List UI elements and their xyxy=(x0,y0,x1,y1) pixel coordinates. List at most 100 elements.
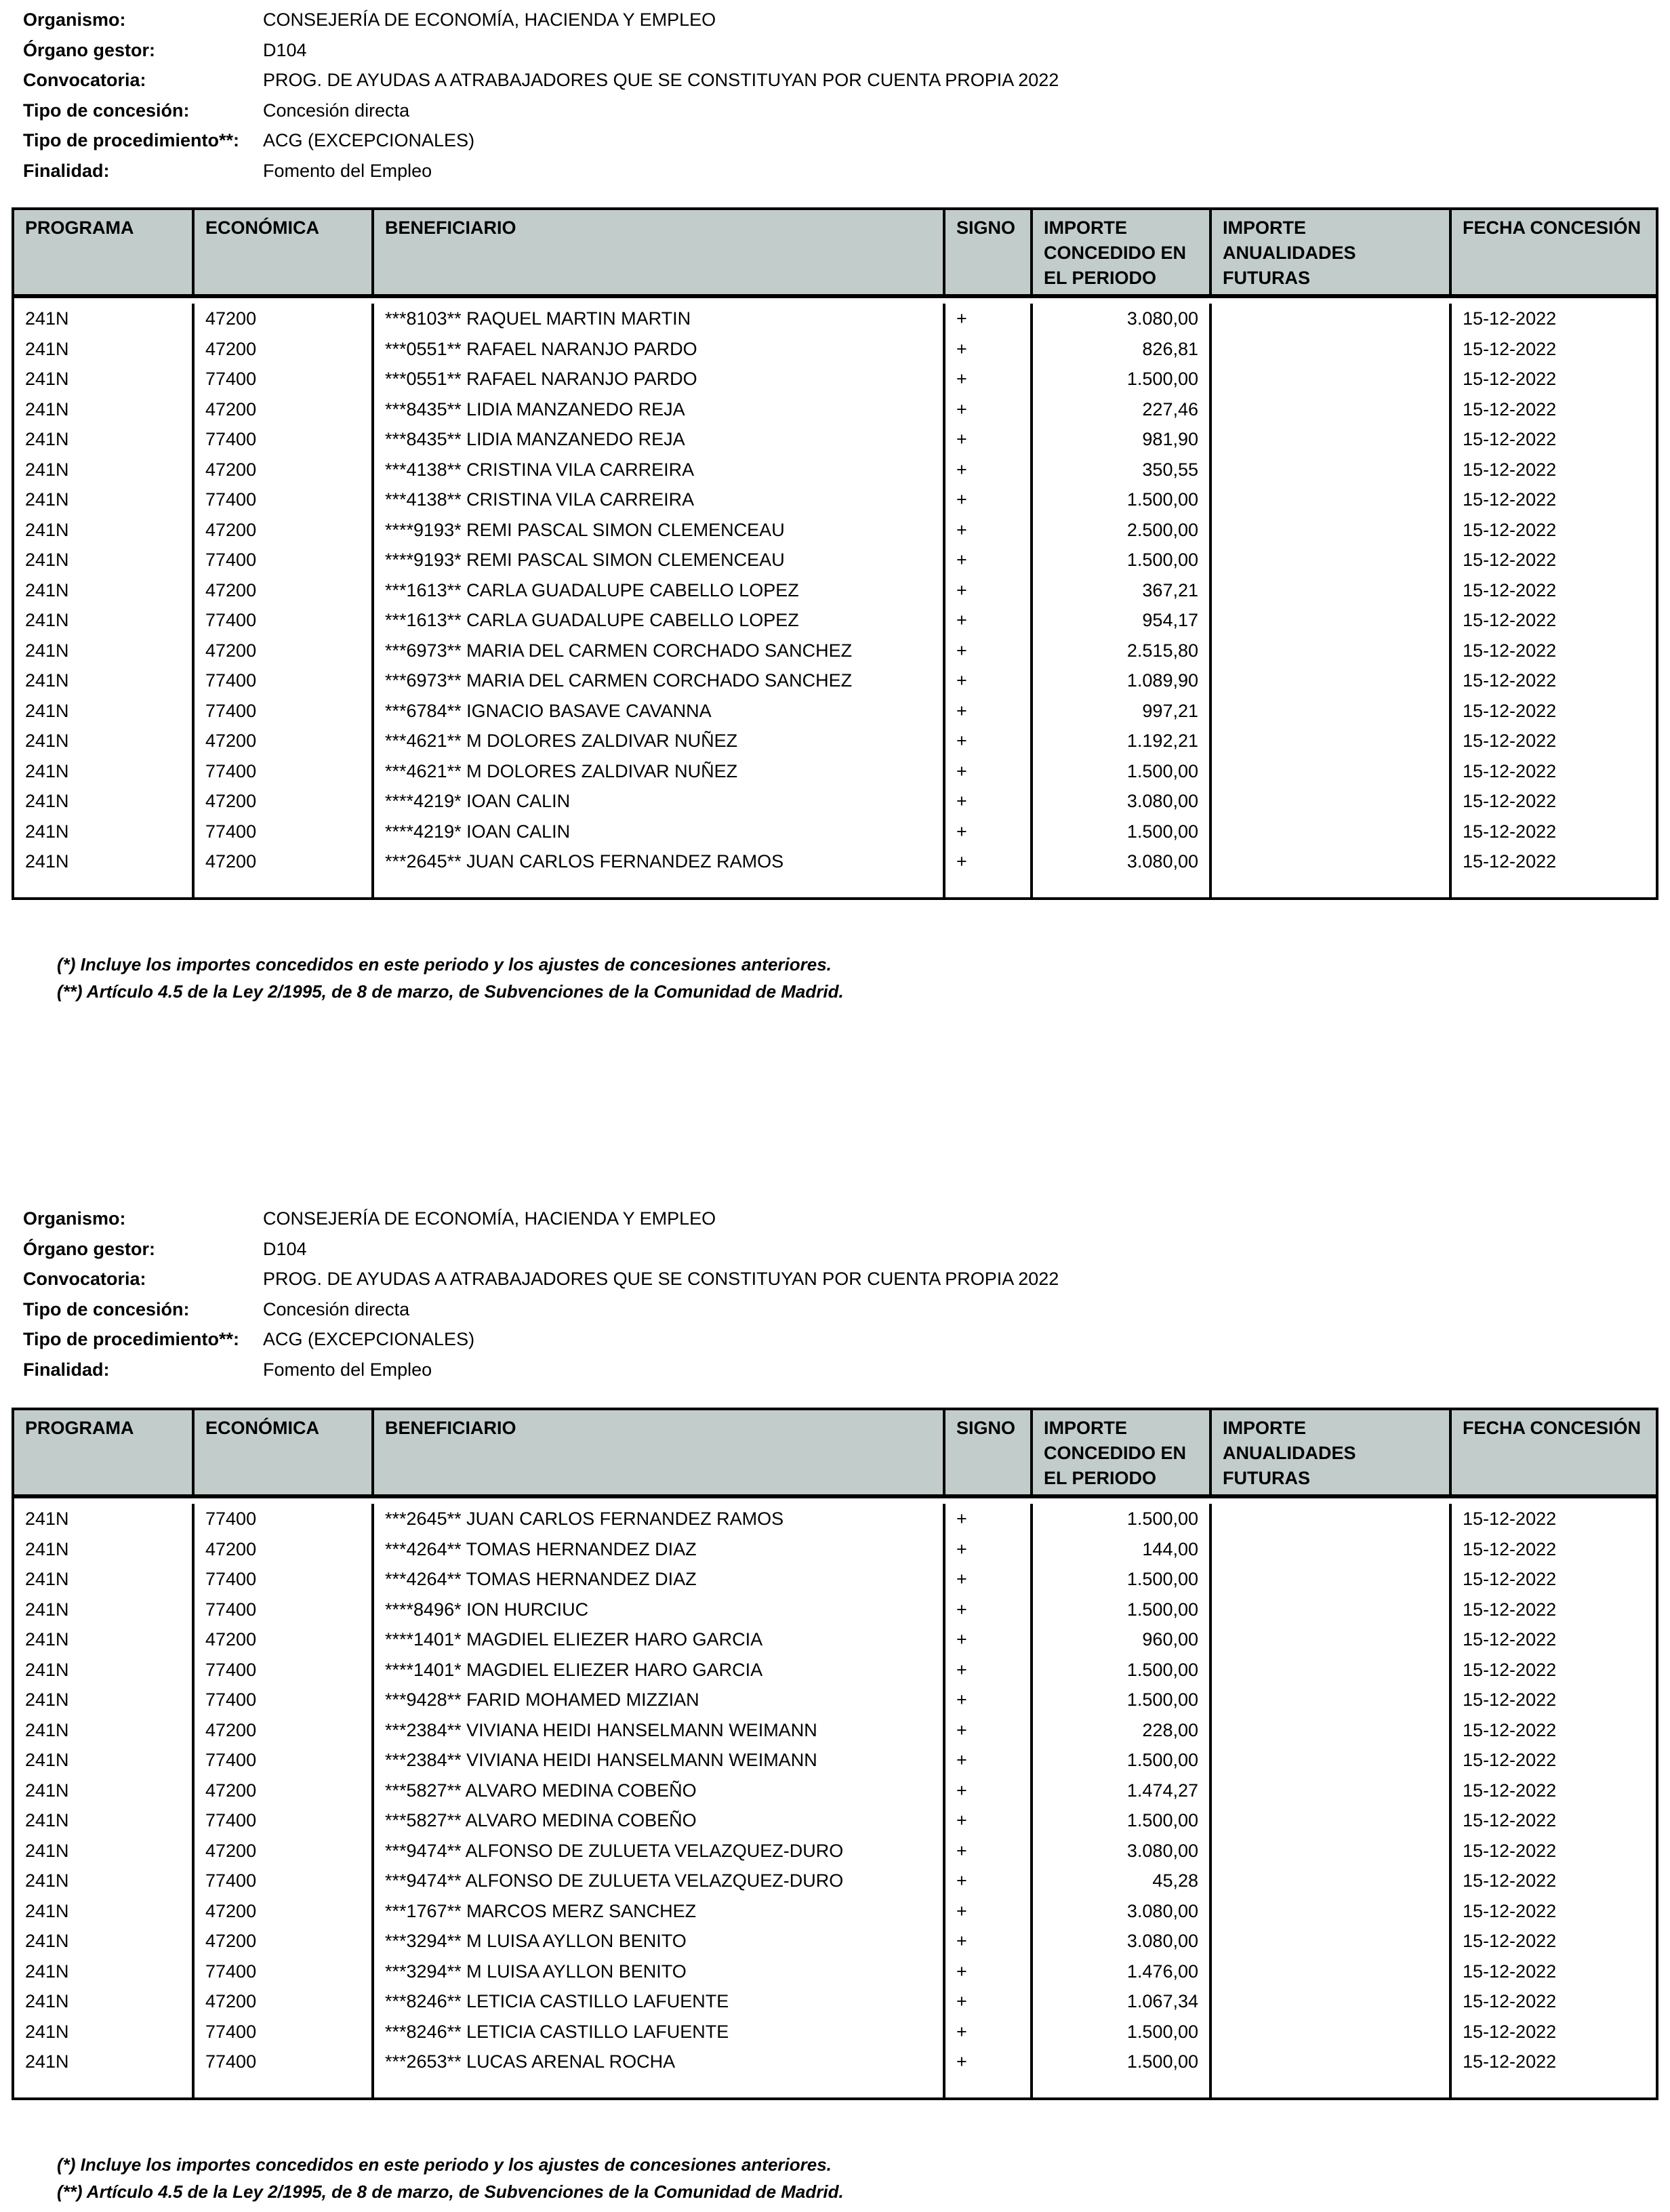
cell-economica: 77400 xyxy=(195,1745,374,1776)
cell-fecha-concesion: 15-12-2022 xyxy=(1463,610,1557,630)
cell-programa: 241N xyxy=(14,514,195,545)
cell-fecha-concesion: 15-12-2022 xyxy=(1463,670,1557,691)
table-row: 241N 47200 ***2645** JUAN CARLOS FERNANDEZ… xyxy=(14,846,1656,877)
cell-importe-futuras xyxy=(1212,1564,1452,1595)
cell-beneficiario: ***3294** M LUISA AYLLON BENITO xyxy=(374,1956,945,1986)
cell-programa: 241N xyxy=(14,605,195,636)
table-row: 241N 47200 ***4621** M DOLORES ZALDIVAR NU… xyxy=(14,726,1656,756)
table-row: 241N 47200 ****1401* MAGDIEL ELIEZER HARO … xyxy=(14,1624,1656,1655)
cell-economica: 77400 xyxy=(195,424,374,455)
cell-economica: 47200 xyxy=(195,846,374,877)
cell-economica: 77400 xyxy=(195,665,374,696)
cell-programa: 241N xyxy=(14,1685,195,1715)
cell-economica: 77400 xyxy=(195,2047,374,2077)
cell-importe-futuras xyxy=(1212,665,1452,696)
column-header-economica: ECONÓMICA xyxy=(195,210,374,294)
meta-value: Fomento del Empleo xyxy=(263,160,432,181)
cell-economica: 47200 xyxy=(195,1926,374,1957)
cell-signo: + xyxy=(945,485,1033,515)
cell-economica: 77400 xyxy=(195,1654,374,1685)
table-row: 241N 77400 ****1401* MAGDIEL ELIEZER HARO … xyxy=(14,1654,1656,1685)
cell-economica: 77400 xyxy=(195,2016,374,2047)
cell-beneficiario: ***4138** CRISTINA VILA CARREIRA xyxy=(374,485,945,515)
cell-fecha-concesion: 15-12-2022 xyxy=(1463,791,1557,811)
cell-economica: 77400 xyxy=(195,1805,374,1836)
cell-signo: + xyxy=(945,816,1033,846)
cell-importe-futuras xyxy=(1212,545,1452,575)
cell-importe-concedido: 1.500,00 xyxy=(1033,1805,1212,1836)
meta-label: Organismo: xyxy=(23,1208,126,1229)
column-header-importe-concedido: IMPORTE CONCEDIDO EN EL PERIODO xyxy=(1033,1410,1212,1494)
table-row: 241N 77400 ***4138** CRISTINA VILA CARREIR… xyxy=(14,485,1656,515)
cell-programa: 241N xyxy=(14,786,195,817)
meta-label: Tipo de concesión: xyxy=(23,100,190,121)
cell-beneficiario: ****4219* IOAN CALIN xyxy=(374,786,945,817)
meta-tipo_procedimiento: Tipo de procedimiento**: ACG (EXCEPCIONA… xyxy=(23,125,1650,156)
cell-importe-futuras xyxy=(1212,1986,1452,2017)
cell-fecha-concesion: 15-12-2022 xyxy=(1463,700,1557,721)
cell-importe-concedido: 350,55 xyxy=(1033,454,1212,485)
cell-programa: 241N xyxy=(14,2047,195,2077)
cell-beneficiario: ****1401* MAGDIEL ELIEZER HARO GARCIA xyxy=(374,1654,945,1685)
cell-programa: 241N xyxy=(14,1624,195,1655)
cell-importe-concedido: 1.500,00 xyxy=(1033,2016,1212,2047)
cell-fecha-concesion: 15-12-2022 xyxy=(1463,1900,1557,1921)
footnote: (*) Incluye los importes concedidos en e… xyxy=(57,954,832,975)
table-row: 241N 47200 ***2384** VIVIANA HEIDI HANSELM… xyxy=(14,1715,1656,1745)
cell-economica: 77400 xyxy=(195,1685,374,1715)
cell-programa: 241N xyxy=(14,1654,195,1685)
cell-importe-futuras xyxy=(1212,485,1452,515)
cell-fecha-concesion: 15-12-2022 xyxy=(1463,1719,1557,1740)
table-row: 241N 47200 ****9193* REMI PASCAL SIMON CLE… xyxy=(14,514,1656,545)
cell-signo: + xyxy=(945,1685,1033,1715)
cell-economica: 77400 xyxy=(195,1956,374,1986)
cell-importe-concedido: 1.500,00 xyxy=(1033,2047,1212,2077)
table-row: 241N 77400 ***5827** ALVARO MEDINA COBEÑO +… xyxy=(14,1805,1656,1836)
table-row: 241N 47200 ***8246** LETICIA CASTILLO LAFU… xyxy=(14,1986,1656,2017)
cell-economica: 77400 xyxy=(195,695,374,726)
cell-programa: 241N xyxy=(14,1504,195,1534)
cell-economica: 47200 xyxy=(195,1715,374,1745)
cell-importe-concedido: 997,21 xyxy=(1033,695,1212,726)
cell-signo: + xyxy=(945,2047,1033,2077)
cell-beneficiario: ***5827** ALVARO MEDINA COBEÑO xyxy=(374,1775,945,1805)
table-body: 241N 77400 ***2645** JUAN CARLOS FERNANDEZ… xyxy=(14,1498,1656,2097)
column-header-importe-concedido: IMPORTE CONCEDIDO EN EL PERIODO xyxy=(1033,210,1212,294)
cell-importe-concedido: 3.080,00 xyxy=(1033,1926,1212,1957)
table-row: 241N 47200 ***4138** CRISTINA VILA CARREIR… xyxy=(14,454,1656,485)
cell-signo: + xyxy=(945,394,1033,424)
table-filler xyxy=(14,876,1656,897)
table-row: 241N 77400 ***4264** TOMAS HERNANDEZ DIAZ +… xyxy=(14,1564,1656,1595)
cell-economica: 47200 xyxy=(195,1986,374,2017)
cell-importe-concedido: 960,00 xyxy=(1033,1624,1212,1655)
cell-importe-concedido: 1.500,00 xyxy=(1033,1564,1212,1595)
cell-beneficiario: ***2384** VIVIANA HEIDI HANSELMANN WEIMA… xyxy=(374,1715,945,1745)
meta-convocatoria: Convocatoria: PROG. DE AYUDAS A ATRABAJA… xyxy=(23,1264,1650,1294)
column-header-economica: ECONÓMICA xyxy=(195,1410,374,1494)
cell-programa: 241N xyxy=(14,454,195,485)
cell-importe-futuras xyxy=(1212,695,1452,726)
cell-programa: 241N xyxy=(14,756,195,786)
cell-signo: + xyxy=(945,364,1033,394)
cell-signo: + xyxy=(945,1835,1033,1866)
cell-programa: 241N xyxy=(14,1805,195,1836)
cell-signo: + xyxy=(945,424,1033,455)
cell-importe-futuras xyxy=(1212,635,1452,665)
cell-fecha-concesion: 15-12-2022 xyxy=(1463,338,1557,359)
cell-economica: 47200 xyxy=(195,1624,374,1655)
cell-economica: 77400 xyxy=(195,1564,374,1595)
cell-importe-futuras xyxy=(1212,1896,1452,1926)
cell-programa: 241N xyxy=(14,424,195,455)
cell-programa: 241N xyxy=(14,2016,195,2047)
cell-importe-concedido: 1.192,21 xyxy=(1033,726,1212,756)
cell-programa: 241N xyxy=(14,545,195,575)
cell-beneficiario: ****1401* MAGDIEL ELIEZER HARO GARCIA xyxy=(374,1624,945,1655)
cell-importe-futuras xyxy=(1212,1866,1452,1896)
column-header-programa: PROGRAMA xyxy=(14,210,195,294)
cell-economica: 47200 xyxy=(195,333,374,364)
cell-beneficiario: ***9474** ALFONSO DE ZULUETA VELAZQUEZ-D… xyxy=(374,1835,945,1866)
cell-importe-concedido: 3.080,00 xyxy=(1033,786,1212,817)
table-row: 241N 77400 ***1613** CARLA GUADALUPE CABEL… xyxy=(14,605,1656,636)
cell-importe-concedido: 2.515,80 xyxy=(1033,635,1212,665)
table-row: 241N 47200 ****4219* IOAN CALIN +3.080,00 15… xyxy=(14,786,1656,817)
